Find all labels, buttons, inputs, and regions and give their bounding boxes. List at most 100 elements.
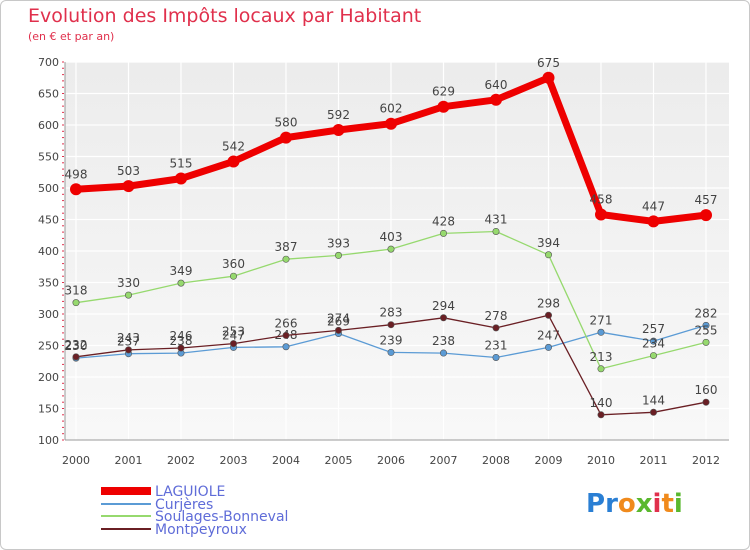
data-point-soulages-bonneval xyxy=(702,338,710,346)
data-label-soulages-bonneval: 318 xyxy=(65,284,88,298)
x-tick-label: 2012 xyxy=(692,454,720,467)
data-label-soulages-bonneval: 349 xyxy=(170,264,193,278)
data-label-montpeyroux: 278 xyxy=(485,309,508,323)
data-label-soulages-bonneval: 403 xyxy=(380,230,403,244)
data-point-soulages-bonneval xyxy=(334,251,342,259)
data-label-soulages-bonneval: 428 xyxy=(432,214,455,228)
data-point-soulages-bonneval xyxy=(177,279,185,287)
data-label-curj-res: 271 xyxy=(590,313,613,327)
data-point-soulages-bonneval xyxy=(282,255,290,263)
data-label-montpeyroux: 266 xyxy=(275,316,298,330)
data-point-montpeyroux xyxy=(597,411,605,419)
legend-label: LAGUIOLE xyxy=(155,484,226,500)
data-point-curj-res xyxy=(387,348,395,356)
logo-letter: x xyxy=(635,489,653,519)
data-point-montpeyroux xyxy=(702,398,710,406)
data-point-laguiole xyxy=(647,215,660,228)
data-point-soulages-bonneval xyxy=(439,229,447,237)
data-label-laguiole: 457 xyxy=(695,193,718,207)
data-label-laguiole: 498 xyxy=(65,167,88,181)
y-tick-label: 150 xyxy=(38,403,59,416)
data-label-montpeyroux: 283 xyxy=(380,306,403,320)
data-label-laguiole: 675 xyxy=(537,56,560,70)
data-point-montpeyroux xyxy=(544,311,552,319)
y-tick-label: 550 xyxy=(38,151,59,164)
legend-swatch xyxy=(101,487,151,496)
data-point-soulages-bonneval xyxy=(72,299,80,307)
data-point-laguiole xyxy=(595,208,607,221)
y-tick-label: 500 xyxy=(38,182,59,195)
data-label-soulages-bonneval: 360 xyxy=(222,257,245,271)
y-tick-label: 100 xyxy=(38,434,59,447)
logo-letter: r xyxy=(605,489,618,519)
legend-label: Soulages-Bonneval xyxy=(155,509,289,525)
legend-label: Montpeyroux xyxy=(155,521,247,538)
data-label-soulages-bonneval: 431 xyxy=(485,212,508,226)
legend-swatch xyxy=(101,527,151,530)
y-tick-label: 600 xyxy=(38,119,59,132)
y-tick-label: 350 xyxy=(38,277,59,290)
data-point-soulages-bonneval xyxy=(387,245,395,253)
data-point-soulages-bonneval xyxy=(230,272,238,280)
data-label-soulages-bonneval: 393 xyxy=(327,236,350,250)
chart-title: Evolution des Impôts locaux par Habitant xyxy=(28,5,422,27)
x-tick-label: 2011 xyxy=(640,454,668,467)
data-label-soulages-bonneval: 330 xyxy=(117,276,140,290)
data-label-curj-res: 247 xyxy=(222,328,245,342)
data-point-curj-res xyxy=(282,343,290,351)
proxiti-logo: Proxiti xyxy=(586,489,683,519)
x-tick-label: 2006 xyxy=(377,454,405,467)
data-point-montpeyroux xyxy=(230,340,238,348)
data-point-laguiole xyxy=(542,71,555,84)
data-label-laguiole: 515 xyxy=(170,157,193,171)
logo-letter: t xyxy=(661,489,674,519)
data-label-curj-res: 238 xyxy=(170,334,193,348)
data-label-montpeyroux: 294 xyxy=(432,299,455,313)
data-point-laguiole xyxy=(175,172,187,185)
data-label-montpeyroux: 243 xyxy=(117,331,140,345)
x-tick-label: 2000 xyxy=(62,454,90,467)
logo-letter: i xyxy=(652,489,662,519)
y-tick-label: 450 xyxy=(38,214,59,227)
y-tick-label: 250 xyxy=(38,340,59,353)
x-tick-label: 2005 xyxy=(325,454,353,467)
data-label-curj-res: 238 xyxy=(432,334,455,348)
data-point-curj-res xyxy=(597,328,605,336)
data-point-curj-res xyxy=(702,321,710,329)
x-tick-label: 2001 xyxy=(115,454,143,467)
x-tick-label: 2004 xyxy=(272,454,300,467)
data-label-curj-res: 269 xyxy=(327,315,350,329)
data-point-laguiole xyxy=(700,209,712,222)
data-label-montpeyroux: 232 xyxy=(65,338,88,352)
y-tick-label: 650 xyxy=(38,88,59,101)
data-label-laguiole: 640 xyxy=(485,78,508,92)
data-label-curj-res: 239 xyxy=(380,333,403,347)
data-point-curj-res xyxy=(439,349,447,357)
data-label-curj-res: 231 xyxy=(485,338,508,352)
data-point-laguiole xyxy=(70,183,82,196)
data-point-laguiole xyxy=(332,124,345,137)
x-tick-label: 2003 xyxy=(220,454,248,467)
data-point-soulages-bonneval xyxy=(125,291,133,299)
data-label-soulages-bonneval: 387 xyxy=(275,240,298,254)
data-label-laguiole: 447 xyxy=(642,199,665,213)
data-label-soulages-bonneval: 394 xyxy=(537,236,560,250)
data-label-montpeyroux: 246 xyxy=(170,329,193,343)
legend-label: Curjères xyxy=(155,496,214,513)
data-label-laguiole: 592 xyxy=(327,108,350,122)
x-tick-label: 2007 xyxy=(430,454,458,467)
data-point-montpeyroux xyxy=(72,353,80,361)
data-point-laguiole xyxy=(490,93,502,106)
chart-subtitle: (en € et par an) xyxy=(28,30,115,43)
y-tick-label: 300 xyxy=(38,308,59,321)
data-point-soulages-bonneval xyxy=(544,251,552,259)
data-point-soulages-bonneval xyxy=(492,227,500,235)
y-tick-label: 200 xyxy=(38,371,59,384)
data-point-soulages-bonneval xyxy=(597,365,605,373)
data-label-laguiole: 458 xyxy=(590,192,613,206)
logo-letter: P xyxy=(586,489,606,519)
data-label-soulages-bonneval: 255 xyxy=(695,323,718,337)
data-label-soulages-bonneval: 234 xyxy=(642,337,665,351)
